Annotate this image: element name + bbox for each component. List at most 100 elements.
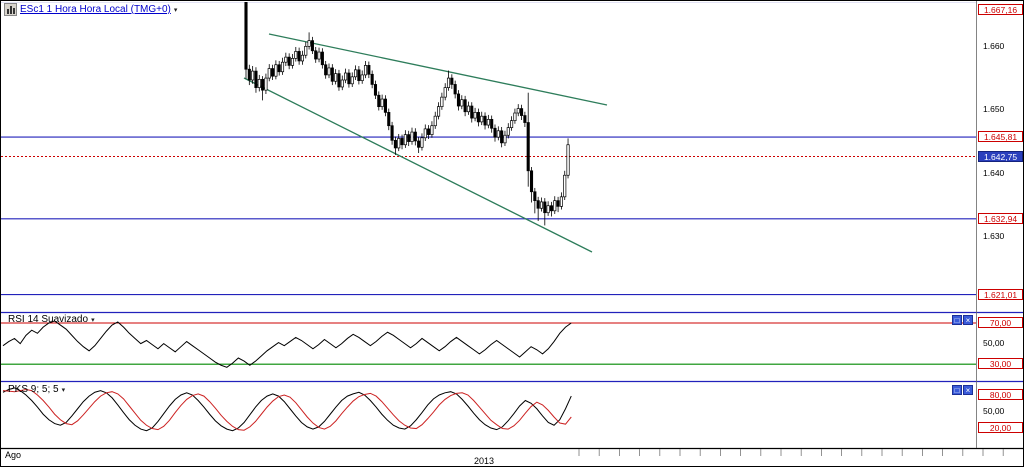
- candle: [533, 187, 537, 214]
- candle: [257, 74, 261, 92]
- candle: [294, 46, 298, 62]
- candle: [446, 70, 451, 91]
- icon-bar: [12, 8, 15, 14]
- candle: [456, 90, 461, 111]
- candle: [440, 92, 444, 110]
- current-price-label[interactable]: 1.642,75: [978, 150, 1023, 162]
- candle: [433, 111, 437, 129]
- candle: [370, 70, 374, 89]
- candle: [284, 52, 288, 67]
- instrument-chart-icon[interactable]: [4, 3, 17, 16]
- price-tick-label: 1.630: [983, 231, 1005, 242]
- candle: [403, 130, 407, 148]
- candle: [280, 57, 285, 75]
- candle: [264, 73, 268, 94]
- candle: [413, 128, 417, 146]
- trendline-lower-descending[interactable]: [243, 77, 593, 253]
- candle: [314, 46, 318, 63]
- icon-bar: [9, 6, 12, 14]
- candle: [553, 196, 557, 214]
- price-tick-label: 1.640: [983, 167, 1005, 178]
- alert-price-label[interactable]: 1.632,94: [978, 212, 1023, 224]
- candle: [317, 47, 321, 63]
- candle: [483, 112, 487, 130]
- candle: [466, 101, 470, 115]
- candle: [397, 133, 401, 152]
- price-tick-label: 1.660: [983, 40, 1005, 51]
- rsi-scale-label[interactable]: 70,00: [978, 317, 1023, 328]
- candle: [363, 60, 368, 79]
- candle: [330, 64, 334, 86]
- candle: [327, 63, 331, 79]
- candle: [559, 192, 563, 210]
- candle: [380, 94, 384, 110]
- candle: [480, 111, 484, 126]
- candle: [476, 108, 480, 127]
- candle: [267, 64, 271, 82]
- candle: [563, 170, 567, 201]
- candle: [344, 68, 348, 84]
- chevron-down-icon[interactable]: ▾: [61, 386, 66, 394]
- alert-price-label[interactable]: 1.645,81: [978, 131, 1023, 143]
- pks-panel-title[interactable]: PKS 9; 5; 5: [8, 384, 59, 395]
- main-chart-panel[interactable]: [1, 1, 976, 296]
- candle: [247, 64, 251, 86]
- candle: [470, 102, 474, 123]
- candle: [277, 60, 281, 76]
- pks-panel[interactable]: [2, 387, 572, 432]
- candle: [350, 72, 354, 87]
- trendline-upper-descending[interactable]: [268, 33, 608, 106]
- restore-icon[interactable]: □: [952, 385, 962, 395]
- candle: [251, 66, 255, 84]
- candle: [290, 53, 295, 69]
- candle: [486, 114, 490, 129]
- rsi-line: [2, 320, 572, 368]
- candle: [506, 123, 510, 139]
- candle: [357, 66, 361, 85]
- candle: [304, 41, 308, 59]
- candle: [367, 61, 371, 79]
- rsi-panel-title[interactable]: RSI 14 Suavizado: [8, 314, 89, 325]
- candle: [523, 111, 527, 127]
- candle: [443, 83, 447, 101]
- candle: [549, 201, 553, 217]
- candle: [513, 108, 517, 124]
- candle: [274, 60, 278, 80]
- candle: [297, 47, 301, 65]
- close-icon[interactable]: ×: [963, 315, 973, 325]
- candle: [529, 166, 534, 203]
- alert-price-label[interactable]: 1.621,01: [978, 288, 1023, 300]
- close-icon[interactable]: ×: [963, 385, 973, 395]
- pks-scale-label[interactable]: 80,00: [978, 389, 1023, 400]
- rsi-panel[interactable]: [1, 320, 976, 368]
- candles-layer[interactable]: [244, 1, 570, 226]
- candle: [430, 121, 434, 138]
- candle: [261, 76, 265, 101]
- pks-scale-label[interactable]: 20,00: [978, 422, 1023, 433]
- candle: [337, 69, 341, 91]
- main-chart-title[interactable]: ESc1 1 Hora Hora Local (TMG+0): [20, 4, 171, 15]
- candle: [526, 92, 530, 187]
- candle: [417, 137, 421, 154]
- candle: [400, 134, 404, 150]
- candle: [473, 107, 477, 122]
- candle: [516, 104, 520, 117]
- rsi-panel-header: RSI 14 Suavizado ▾: [8, 313, 95, 326]
- candle: [510, 116, 514, 131]
- chevron-down-icon[interactable]: ▾: [173, 6, 178, 14]
- candle: [536, 196, 540, 221]
- candle: [420, 133, 424, 151]
- rsi-panel-controls: □ ×: [952, 315, 973, 325]
- candle: [383, 95, 387, 117]
- candle: [450, 74, 454, 89]
- rsi-scale-label[interactable]: 30,00: [978, 358, 1023, 370]
- alert-price-label[interactable]: 1.667,16: [978, 4, 1023, 15]
- candle: [410, 127, 414, 145]
- restore-icon[interactable]: □: [952, 315, 962, 325]
- candle: [287, 53, 291, 70]
- candle: [307, 32, 311, 50]
- chevron-down-icon[interactable]: ▾: [91, 316, 95, 324]
- candle: [463, 95, 467, 117]
